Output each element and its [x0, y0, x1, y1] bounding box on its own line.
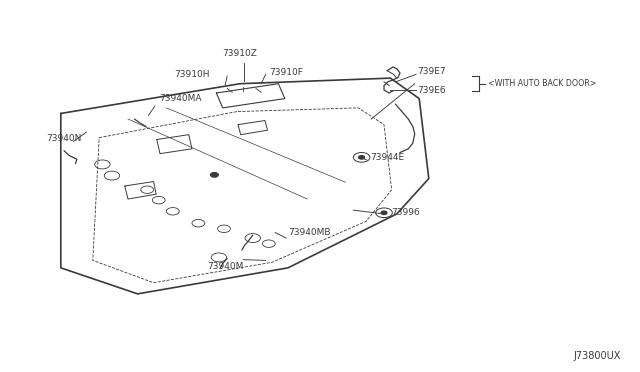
Circle shape: [381, 211, 387, 215]
Text: 73996: 73996: [392, 208, 420, 217]
Text: 73910F: 73910F: [269, 68, 303, 77]
Text: 73940M: 73940M: [207, 262, 243, 271]
Text: 73940N: 73940N: [46, 134, 81, 143]
Circle shape: [211, 173, 218, 177]
Circle shape: [358, 155, 365, 159]
Text: <WITH AUTO BACK DOOR>: <WITH AUTO BACK DOOR>: [488, 79, 596, 88]
Text: 73910H: 73910H: [175, 70, 210, 79]
Text: 73910Z: 73910Z: [223, 49, 257, 58]
Text: 739E6: 739E6: [417, 86, 446, 95]
Text: 73944E: 73944E: [370, 153, 404, 162]
Text: 739E7: 739E7: [417, 67, 446, 76]
Text: J73800UX: J73800UX: [573, 351, 621, 361]
Text: 73940MB: 73940MB: [288, 228, 330, 237]
Text: 73940MA: 73940MA: [159, 94, 201, 103]
